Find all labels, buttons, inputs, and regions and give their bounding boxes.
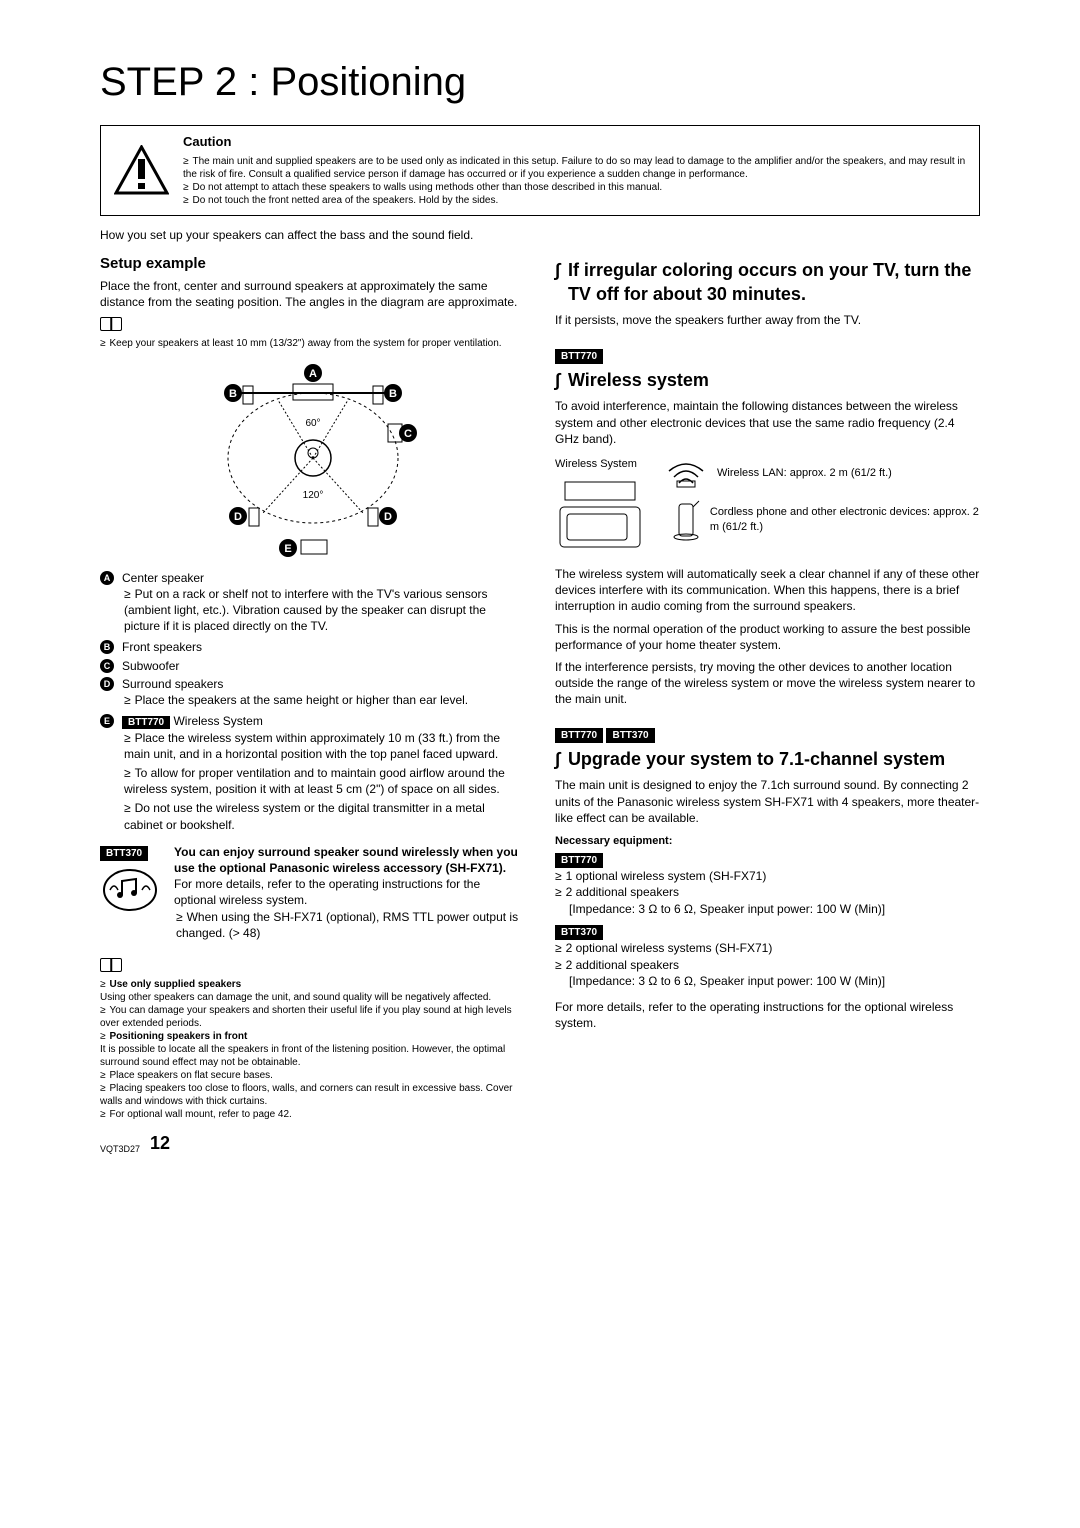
upgrade-intro: The main unit is designed to enjoy the 7… (555, 777, 980, 826)
surround-bullet: Place the speakers at the same height or… (124, 692, 525, 708)
surround-speakers: Surround speakers (122, 677, 223, 691)
lan-distance: Wireless LAN: approx. 2 m (61/2 ft.) (717, 466, 892, 481)
svg-text:E: E (284, 543, 291, 555)
wireless-diagram: Wireless System Wireless LAN: approx. 2 … (555, 457, 980, 556)
upgrade-footer: For more details, refer to the operating… (555, 999, 980, 1031)
svg-text:C: C (404, 428, 412, 440)
svg-text:B: B (229, 388, 237, 400)
intro-text: How you set up your speakers can affect … (100, 228, 980, 242)
caution-content: Caution The main unit and supplied speak… (183, 134, 969, 207)
wireless-p2: This is the normal operation of the prod… (555, 621, 980, 653)
equip-item: 2 additional speakers (555, 884, 980, 900)
caution-item: The main unit and supplied speakers are … (183, 155, 969, 181)
wireless-sys-icon (555, 472, 645, 552)
caution-item: Do not attempt to attach these speakers … (183, 181, 969, 194)
btt370-text: For more details, refer to the operating… (174, 876, 525, 908)
wireless-p1: The wireless system will automatically s… (555, 566, 980, 615)
front-speakers: Front speakers (122, 640, 202, 654)
svg-text:120°: 120° (302, 490, 323, 501)
btt370-bold: You can enjoy surround speaker sound wir… (174, 844, 525, 876)
letter-e: E (100, 714, 114, 728)
irregular-title: If irregular coloring occurs on your TV,… (555, 258, 980, 307)
svg-text:B: B (389, 388, 397, 400)
note-item: For optional wall mount, refer to page 4… (100, 1108, 525, 1121)
wireless-title: Wireless system (555, 368, 980, 392)
svg-text:60°: 60° (305, 418, 320, 429)
music-icon (102, 867, 158, 913)
btt370-box: BTT370 You can enjoy surround speaker so… (100, 844, 525, 944)
note-item: Positioning speakers in frontIt is possi… (100, 1030, 525, 1069)
equip-item: 1 optional wireless system (SH-FX71) (555, 868, 980, 884)
phone-distance: Cordless phone and other electronic devi… (710, 505, 980, 535)
wireless-bullet: To allow for proper ventilation and to m… (124, 765, 525, 797)
btt770-tag: BTT770 (555, 728, 603, 744)
setup-text: Place the front, center and surround spe… (100, 278, 525, 310)
letter-a: A (100, 571, 114, 585)
note-item: Use only supplied speakersUsing other sp… (100, 978, 525, 1004)
svg-text:A: A (309, 368, 317, 380)
wireless-bullet: Place the wireless system within approxi… (124, 730, 525, 762)
impedance-note: [Impedance: 3 Ω to 6 Ω, Speaker input po… (569, 973, 980, 989)
warning-icon (111, 134, 171, 207)
btt770-tag: BTT770 (555, 853, 603, 869)
wifi-icon (665, 457, 707, 489)
upgrade-title: Upgrade your system to 7.1-channel syste… (555, 747, 980, 771)
necessary-equip: Necessary equipment: (555, 834, 980, 849)
right-column: If irregular coloring occurs on your TV,… (555, 254, 980, 1156)
subwoofer: Subwoofer (122, 659, 179, 673)
note-item: Place speakers on flat secure bases. (100, 1069, 525, 1082)
caution-item: Do not touch the front netted area of th… (183, 194, 969, 207)
wireless-p3: If the interference persists, try moving… (555, 659, 980, 708)
btt770-tag: BTT770 (122, 716, 170, 729)
page-number: 12 (150, 1131, 170, 1155)
note-item: You can damage your speakers and shorten… (100, 1004, 525, 1030)
book-icon (100, 958, 122, 972)
wireless-sys-label: Wireless System (555, 457, 645, 472)
wireless-intro: To avoid interference, maintain the foll… (555, 398, 980, 447)
svg-text:D: D (234, 511, 242, 523)
speaker-diagram: A B B C D D E (100, 358, 525, 562)
svg-text:D: D (384, 511, 392, 523)
btt370-tag: BTT370 (555, 925, 603, 941)
phone-icon (665, 499, 700, 541)
letter-b: B (100, 640, 114, 654)
caution-heading: Caution (183, 134, 969, 151)
setup-example-title: Setup example (100, 254, 525, 274)
wireless-system-label: Wireless System (173, 714, 262, 728)
btt770-tag: BTT770 (555, 349, 603, 365)
equip-item: 2 additional speakers (555, 957, 980, 973)
page-footer: VQT3D27 12 (100, 1131, 525, 1155)
letter-c: C (100, 659, 114, 673)
btt370-tag: BTT370 (606, 728, 654, 744)
speaker-list: A Center speaker Put on a rack or shelf … (100, 570, 525, 836)
left-column: Setup example Place the front, center an… (100, 254, 525, 1156)
letter-d: D (100, 677, 114, 691)
equip-item: 2 optional wireless systems (SH-FX71) (555, 940, 980, 956)
doc-id: VQT3D27 (100, 1143, 140, 1155)
irregular-text: If it persists, move the speakers furthe… (555, 312, 980, 328)
notes-section: Use only supplied speakersUsing other sp… (100, 958, 525, 1121)
center-speaker: Center speaker (122, 571, 204, 585)
impedance-note: [Impedance: 3 Ω to 6 Ω, Speaker input po… (569, 901, 980, 917)
note-item: Placing speakers too close to floors, wa… (100, 1082, 525, 1108)
ventilation-note: Keep your speakers at least 10 mm (13/32… (100, 337, 525, 350)
btt370-bullet: When using the SH-FX71 (optional), RMS T… (176, 909, 525, 941)
page-title: STEP 2 : Positioning (100, 60, 980, 105)
btt370-tag: BTT370 (100, 846, 148, 862)
wireless-bullet: Do not use the wireless system or the di… (124, 800, 525, 832)
book-icon (100, 317, 122, 331)
caution-box: Caution The main unit and supplied speak… (100, 125, 980, 216)
center-bullet: Put on a rack or shelf not to interfere … (124, 586, 525, 635)
